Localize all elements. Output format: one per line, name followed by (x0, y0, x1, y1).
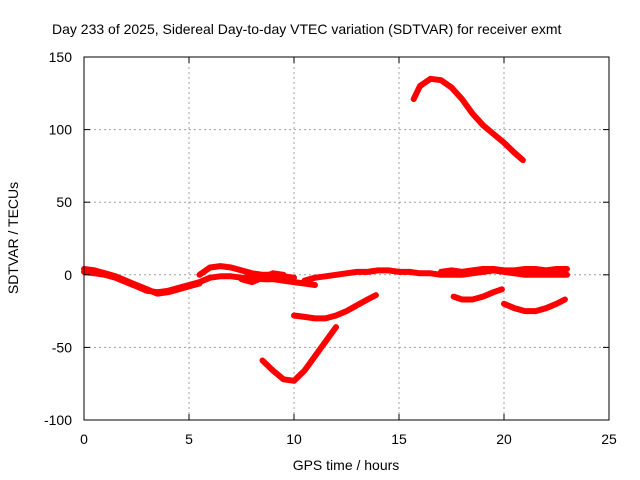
series-line-sat-k (410, 75, 526, 164)
x-tick-label: 10 (286, 431, 302, 447)
x-tick-label: 20 (496, 431, 512, 447)
y-tick-label: 150 (49, 49, 73, 65)
y-tick-label: -50 (52, 339, 72, 355)
y-tick-label: -100 (44, 412, 72, 428)
x-tick-label: 5 (185, 431, 193, 447)
x-axis-label: GPS time / hours (293, 457, 400, 473)
series-group (81, 75, 570, 384)
y-tick-label: 0 (64, 267, 72, 283)
series-line-sat-e (301, 267, 570, 284)
x-tick-label: 0 (80, 431, 88, 447)
x-tick-label: 15 (391, 431, 407, 447)
y-tick-label: 100 (49, 122, 73, 138)
x-tick-label: 25 (601, 431, 617, 447)
series-line-sat-d (238, 270, 287, 286)
y-tick-label: 50 (56, 194, 72, 210)
axis-ticks: 0 5 10 15 20 25 -100 -50 0 50 100 150 (44, 49, 617, 447)
chart-title: Day 233 of 2025, Sidereal Day-to-day VTE… (52, 21, 561, 37)
series-line-sat-h (291, 292, 379, 322)
series-line-sat-g (259, 324, 339, 384)
series-line-sat-f (438, 266, 570, 275)
series-line-sat-i (450, 286, 505, 303)
series-line-sat-j (501, 296, 568, 315)
y-axis-label: SDTVAR / TECUs (5, 182, 21, 294)
plot-frame (83, 56, 610, 421)
grid (84, 57, 609, 420)
series-line-sat-b (81, 266, 203, 297)
